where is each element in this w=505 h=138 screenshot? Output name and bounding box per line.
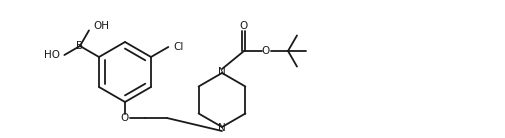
Text: N: N bbox=[218, 67, 225, 77]
Text: B: B bbox=[76, 41, 83, 51]
Text: Cl: Cl bbox=[173, 42, 183, 52]
Text: O: O bbox=[239, 21, 247, 31]
Text: O: O bbox=[121, 113, 129, 123]
Text: HO: HO bbox=[44, 50, 60, 60]
Text: OH: OH bbox=[93, 21, 109, 31]
Text: N: N bbox=[218, 123, 225, 133]
Text: O: O bbox=[262, 46, 270, 56]
